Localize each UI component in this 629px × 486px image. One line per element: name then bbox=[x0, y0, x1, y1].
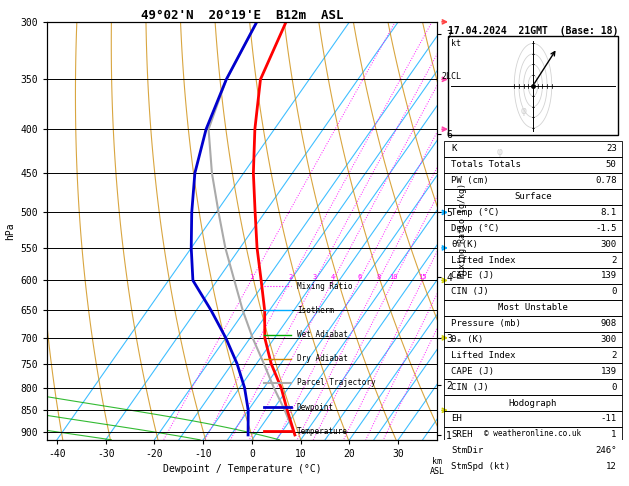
Text: EH: EH bbox=[451, 415, 462, 423]
Text: Pressure (mb): Pressure (mb) bbox=[451, 319, 521, 328]
Text: CIN (J): CIN (J) bbox=[451, 287, 489, 296]
Bar bbox=[444, 331, 622, 347]
Text: φ: φ bbox=[497, 147, 503, 157]
Text: Totals Totals: Totals Totals bbox=[451, 160, 521, 169]
Text: 139: 139 bbox=[601, 272, 616, 280]
Text: K: K bbox=[451, 144, 457, 154]
Text: 25: 25 bbox=[456, 275, 465, 280]
Text: -11: -11 bbox=[601, 415, 616, 423]
Text: CAPE (J): CAPE (J) bbox=[451, 272, 494, 280]
Text: StmDir: StmDir bbox=[451, 446, 484, 455]
Text: Surface: Surface bbox=[514, 192, 552, 201]
Text: Wet Adiabat: Wet Adiabat bbox=[297, 330, 348, 339]
Text: © weatheronline.co.uk: © weatheronline.co.uk bbox=[484, 429, 582, 438]
Text: PW (cm): PW (cm) bbox=[451, 176, 489, 185]
Bar bbox=[444, 221, 622, 236]
Text: θₑ (K): θₑ (K) bbox=[451, 335, 484, 344]
Title: 49°02'N  20°19'E  B12m  ASL: 49°02'N 20°19'E B12m ASL bbox=[141, 9, 343, 22]
Text: 17.04.2024  21GMT  (Base: 18): 17.04.2024 21GMT (Base: 18) bbox=[448, 26, 618, 36]
Bar bbox=[444, 268, 622, 284]
Bar bbox=[444, 236, 622, 252]
Text: -1.5: -1.5 bbox=[595, 224, 616, 233]
Text: CIN (J): CIN (J) bbox=[451, 382, 489, 392]
Text: 1: 1 bbox=[249, 275, 253, 280]
Bar bbox=[444, 443, 622, 459]
Bar bbox=[444, 189, 622, 205]
Bar bbox=[444, 157, 622, 173]
Text: 6: 6 bbox=[357, 275, 362, 280]
Text: Mixing Ratio: Mixing Ratio bbox=[297, 281, 352, 291]
Bar bbox=[444, 316, 622, 331]
Text: 300: 300 bbox=[601, 335, 616, 344]
Bar bbox=[444, 205, 622, 221]
Text: Parcel Trajectory: Parcel Trajectory bbox=[297, 379, 376, 387]
Bar bbox=[444, 173, 622, 189]
Text: φ: φ bbox=[521, 105, 526, 116]
Text: Lifted Index: Lifted Index bbox=[451, 351, 516, 360]
Bar bbox=[444, 395, 622, 411]
Text: km
ASL: km ASL bbox=[430, 456, 445, 476]
Bar bbox=[444, 300, 622, 316]
Text: Most Unstable: Most Unstable bbox=[498, 303, 568, 312]
Text: 4: 4 bbox=[331, 275, 335, 280]
Text: CAPE (J): CAPE (J) bbox=[451, 367, 494, 376]
Text: 8.1: 8.1 bbox=[601, 208, 616, 217]
Text: 20: 20 bbox=[440, 275, 448, 280]
Text: 2LCL: 2LCL bbox=[441, 72, 461, 81]
Text: 8: 8 bbox=[376, 275, 381, 280]
Text: 0: 0 bbox=[611, 382, 616, 392]
Bar bbox=[444, 141, 622, 157]
Bar bbox=[444, 347, 622, 364]
Bar bbox=[448, 36, 618, 135]
Text: 2: 2 bbox=[289, 275, 292, 280]
Text: 2: 2 bbox=[611, 351, 616, 360]
Bar bbox=[444, 252, 622, 268]
Bar bbox=[444, 411, 622, 427]
Text: 1: 1 bbox=[611, 430, 616, 439]
Text: 12: 12 bbox=[606, 462, 616, 471]
Text: SREH: SREH bbox=[451, 430, 473, 439]
Text: 23: 23 bbox=[606, 144, 616, 154]
Text: Dewp (°C): Dewp (°C) bbox=[451, 224, 499, 233]
Text: Temperature: Temperature bbox=[297, 427, 348, 436]
Text: Dewpoint: Dewpoint bbox=[297, 403, 334, 412]
Text: θₑ(K): θₑ(K) bbox=[451, 240, 478, 249]
Bar bbox=[444, 284, 622, 300]
Text: 300: 300 bbox=[601, 240, 616, 249]
Text: 246°: 246° bbox=[595, 446, 616, 455]
Bar bbox=[444, 427, 622, 443]
Text: Lifted Index: Lifted Index bbox=[451, 256, 516, 264]
Text: Dry Adiabat: Dry Adiabat bbox=[297, 354, 348, 363]
Text: 0.78: 0.78 bbox=[595, 176, 616, 185]
Text: StmSpd (kt): StmSpd (kt) bbox=[451, 462, 510, 471]
Text: 908: 908 bbox=[601, 319, 616, 328]
Text: Temp (°C): Temp (°C) bbox=[451, 208, 499, 217]
Text: 139: 139 bbox=[601, 367, 616, 376]
Y-axis label: Mixing Ratio (g/kg): Mixing Ratio (g/kg) bbox=[458, 183, 467, 278]
Bar bbox=[444, 364, 622, 379]
Text: 10: 10 bbox=[389, 275, 398, 280]
Text: kt: kt bbox=[451, 38, 461, 48]
Text: 3: 3 bbox=[313, 275, 317, 280]
Bar bbox=[444, 379, 622, 395]
Text: 0: 0 bbox=[611, 287, 616, 296]
Text: Hodograph: Hodograph bbox=[509, 399, 557, 408]
Bar bbox=[444, 459, 622, 474]
Text: 15: 15 bbox=[418, 275, 427, 280]
Text: 50: 50 bbox=[606, 160, 616, 169]
Text: 2: 2 bbox=[611, 256, 616, 264]
X-axis label: Dewpoint / Temperature (°C): Dewpoint / Temperature (°C) bbox=[163, 465, 321, 474]
Text: Isotherm: Isotherm bbox=[297, 306, 334, 315]
Y-axis label: hPa: hPa bbox=[5, 222, 15, 240]
